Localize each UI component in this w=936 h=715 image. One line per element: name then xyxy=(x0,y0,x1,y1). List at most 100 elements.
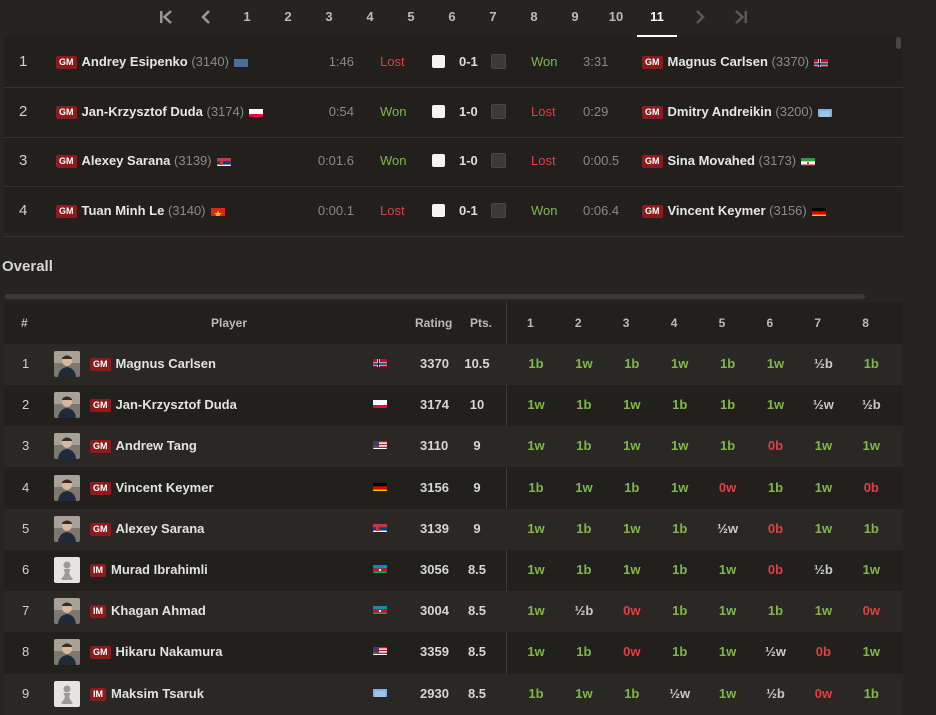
standings-row[interactable]: 4 GM Vincent Keymer 3156 9 1b 1w 1b 1w 0w 1b 1w… xyxy=(4,468,903,509)
avatar[interactable] xyxy=(54,351,80,377)
game-result[interactable]: 1w xyxy=(575,479,593,495)
avatar[interactable] xyxy=(54,392,80,419)
player[interactable]: GM Jan-Krzysztof Duda xyxy=(90,397,237,413)
next-round-icon[interactable] xyxy=(688,6,712,28)
game-result[interactable]: ½w xyxy=(669,685,691,701)
game-result[interactable]: 1w xyxy=(527,644,545,660)
game-result[interactable]: 0w xyxy=(623,644,641,660)
game-result[interactable]: ½b xyxy=(574,603,594,619)
game-result[interactable]: 0b xyxy=(815,644,831,660)
game-result[interactable]: 1w xyxy=(527,603,545,619)
previous-round-icon[interactable] xyxy=(194,6,218,28)
round-tab-7[interactable]: 7 xyxy=(489,9,497,24)
black-player[interactable]: GM Magnus Carlsen (3370) xyxy=(642,54,829,69)
pairing-row[interactable]: 1 GM Andrey Esipenko (3140) 1:46 Lost 0-1… xyxy=(4,37,903,88)
game-result[interactable]: 1w xyxy=(623,438,641,454)
player[interactable]: IM Murad Ibrahimli xyxy=(90,562,208,577)
game-result[interactable]: 1w xyxy=(814,479,833,495)
round-tab-2[interactable]: 2 xyxy=(284,9,292,24)
game-result[interactable]: 0b xyxy=(767,562,784,577)
game-result[interactable]: 0b xyxy=(863,479,879,495)
game-result[interactable]: 1w xyxy=(671,479,689,495)
game-result[interactable]: 1b xyxy=(863,685,879,701)
round-tab-10[interactable]: 10 xyxy=(608,9,624,24)
game-result[interactable]: 1b xyxy=(863,520,879,536)
game-result[interactable]: ½w xyxy=(765,644,786,660)
black-player[interactable]: GM Dmitry Andreikin (3200) xyxy=(642,104,832,119)
standings-row[interactable]: 6 IM Murad Ibrahimli 3056 8.5 1w 1b 1w 1b 1w 0… xyxy=(4,550,903,591)
game-result[interactable]: 1b xyxy=(720,397,736,413)
standings-row[interactable]: 1 GM Magnus Carlsen 3370 10.5 1b 1w 1b 1w 1b 1… xyxy=(4,344,903,385)
game-result[interactable]: ½w xyxy=(812,397,834,413)
game-result[interactable]: 1w xyxy=(623,520,641,536)
game-result[interactable]: 1w xyxy=(814,603,833,619)
game-result[interactable]: 1w xyxy=(718,685,737,701)
game-result[interactable]: 1w xyxy=(718,562,737,577)
game-result[interactable]: 0w xyxy=(814,685,833,701)
game-result[interactable]: 1b xyxy=(720,438,736,454)
game-result[interactable]: 1b xyxy=(767,479,784,495)
game-result[interactable]: 1w xyxy=(671,356,689,371)
game-result[interactable]: 1b xyxy=(576,644,592,660)
game-result[interactable]: 1w xyxy=(862,562,880,577)
game-result[interactable]: 1w xyxy=(862,438,880,454)
round-tab-9[interactable]: 9 xyxy=(571,9,579,24)
standings-row[interactable]: 9 IM Maksim Tsaruk 2930 8.5 1b 1w 1b ½w 1w ½b 0… xyxy=(4,673,903,715)
game-result[interactable]: 1w xyxy=(718,644,737,660)
game-result[interactable]: 1b xyxy=(672,603,688,619)
avatar[interactable] xyxy=(54,639,80,666)
game-result[interactable]: 1w xyxy=(623,562,641,577)
game-result[interactable]: 1b xyxy=(576,397,592,413)
game-result[interactable]: 1b xyxy=(528,685,544,701)
game-result[interactable]: 1w xyxy=(527,397,545,413)
round-tab-8[interactable]: 8 xyxy=(530,9,538,24)
game-result[interactable]: ½b xyxy=(813,562,833,577)
standings-row[interactable]: 8 GM Hikaru Nakamura 3359 8.5 1w 1b 0w 1b 1w ½… xyxy=(4,632,903,673)
avatar[interactable] xyxy=(54,515,80,542)
avatar[interactable] xyxy=(54,557,80,583)
pairing-row[interactable]: 3 GM Alexey Sarana (3139) 0:01.6 Won 1-0 … xyxy=(4,136,903,187)
game-score[interactable]: 1-0 xyxy=(459,153,478,168)
game-result[interactable]: 1w xyxy=(527,438,545,454)
round-tab-4[interactable]: 4 xyxy=(366,9,374,24)
game-result[interactable]: 1b xyxy=(528,356,544,371)
game-result[interactable]: 1w xyxy=(718,603,737,619)
game-result[interactable]: 1w xyxy=(575,356,593,371)
player[interactable]: GM Vincent Keymer xyxy=(90,480,214,495)
game-result[interactable]: 1b xyxy=(624,356,640,371)
game-result[interactable]: 1w xyxy=(766,356,785,371)
game-result[interactable]: 1b xyxy=(672,644,688,660)
game-result[interactable]: 1w xyxy=(527,562,545,577)
game-result[interactable]: 1b xyxy=(624,685,640,701)
game-result[interactable]: 1b xyxy=(767,603,784,619)
game-result[interactable]: 1b xyxy=(576,520,592,536)
game-result[interactable]: 1b xyxy=(720,356,736,371)
pairing-row[interactable]: 4 GM Tuan Minh Le (3140) 0:00.1 Lost 0-1 … xyxy=(4,186,903,237)
round-tab-6[interactable]: 6 xyxy=(448,9,456,24)
first-round-icon[interactable] xyxy=(154,6,178,28)
game-result[interactable]: ½b xyxy=(861,397,881,413)
game-result[interactable]: 1b xyxy=(672,397,688,413)
white-player[interactable]: GM Jan-Krzysztof Duda (3174) xyxy=(56,104,264,119)
round-tab-5[interactable]: 5 xyxy=(407,9,415,24)
standings-row[interactable]: 7 IM Khagan Ahmad 3004 8.5 1w ½b 0w 1b 1w 1b 1w… xyxy=(4,591,903,633)
rating-header[interactable]: Rating xyxy=(415,316,453,330)
player[interactable]: IM Khagan Ahmad xyxy=(90,603,206,619)
game-result[interactable]: 0b xyxy=(767,438,784,454)
standings-row[interactable]: 3 GM Andrew Tang 3110 9 1w 1b 1w 1w 1b 0b 1w 1w xyxy=(4,426,903,468)
avatar[interactable] xyxy=(54,680,80,707)
game-result[interactable]: 1w xyxy=(623,397,641,413)
avatar[interactable] xyxy=(54,433,80,460)
white-player[interactable]: GM Andrey Esipenko (3140) xyxy=(56,54,248,69)
white-player[interactable]: GM Tuan Minh Le (3140) xyxy=(56,203,225,218)
horizontal-scrollbar[interactable] xyxy=(5,294,865,299)
player[interactable]: IM Maksim Tsaruk xyxy=(90,686,204,701)
game-result[interactable]: 1b xyxy=(576,438,592,454)
game-result[interactable]: 1b xyxy=(672,562,688,577)
last-round-icon[interactable] xyxy=(729,6,753,28)
black-player[interactable]: GM Vincent Keymer (3156) xyxy=(642,203,826,218)
game-result[interactable]: 1b xyxy=(528,479,544,495)
game-result[interactable]: 0b xyxy=(767,520,784,536)
game-result[interactable]: 1w xyxy=(862,644,880,660)
avatar[interactable] xyxy=(54,598,80,625)
